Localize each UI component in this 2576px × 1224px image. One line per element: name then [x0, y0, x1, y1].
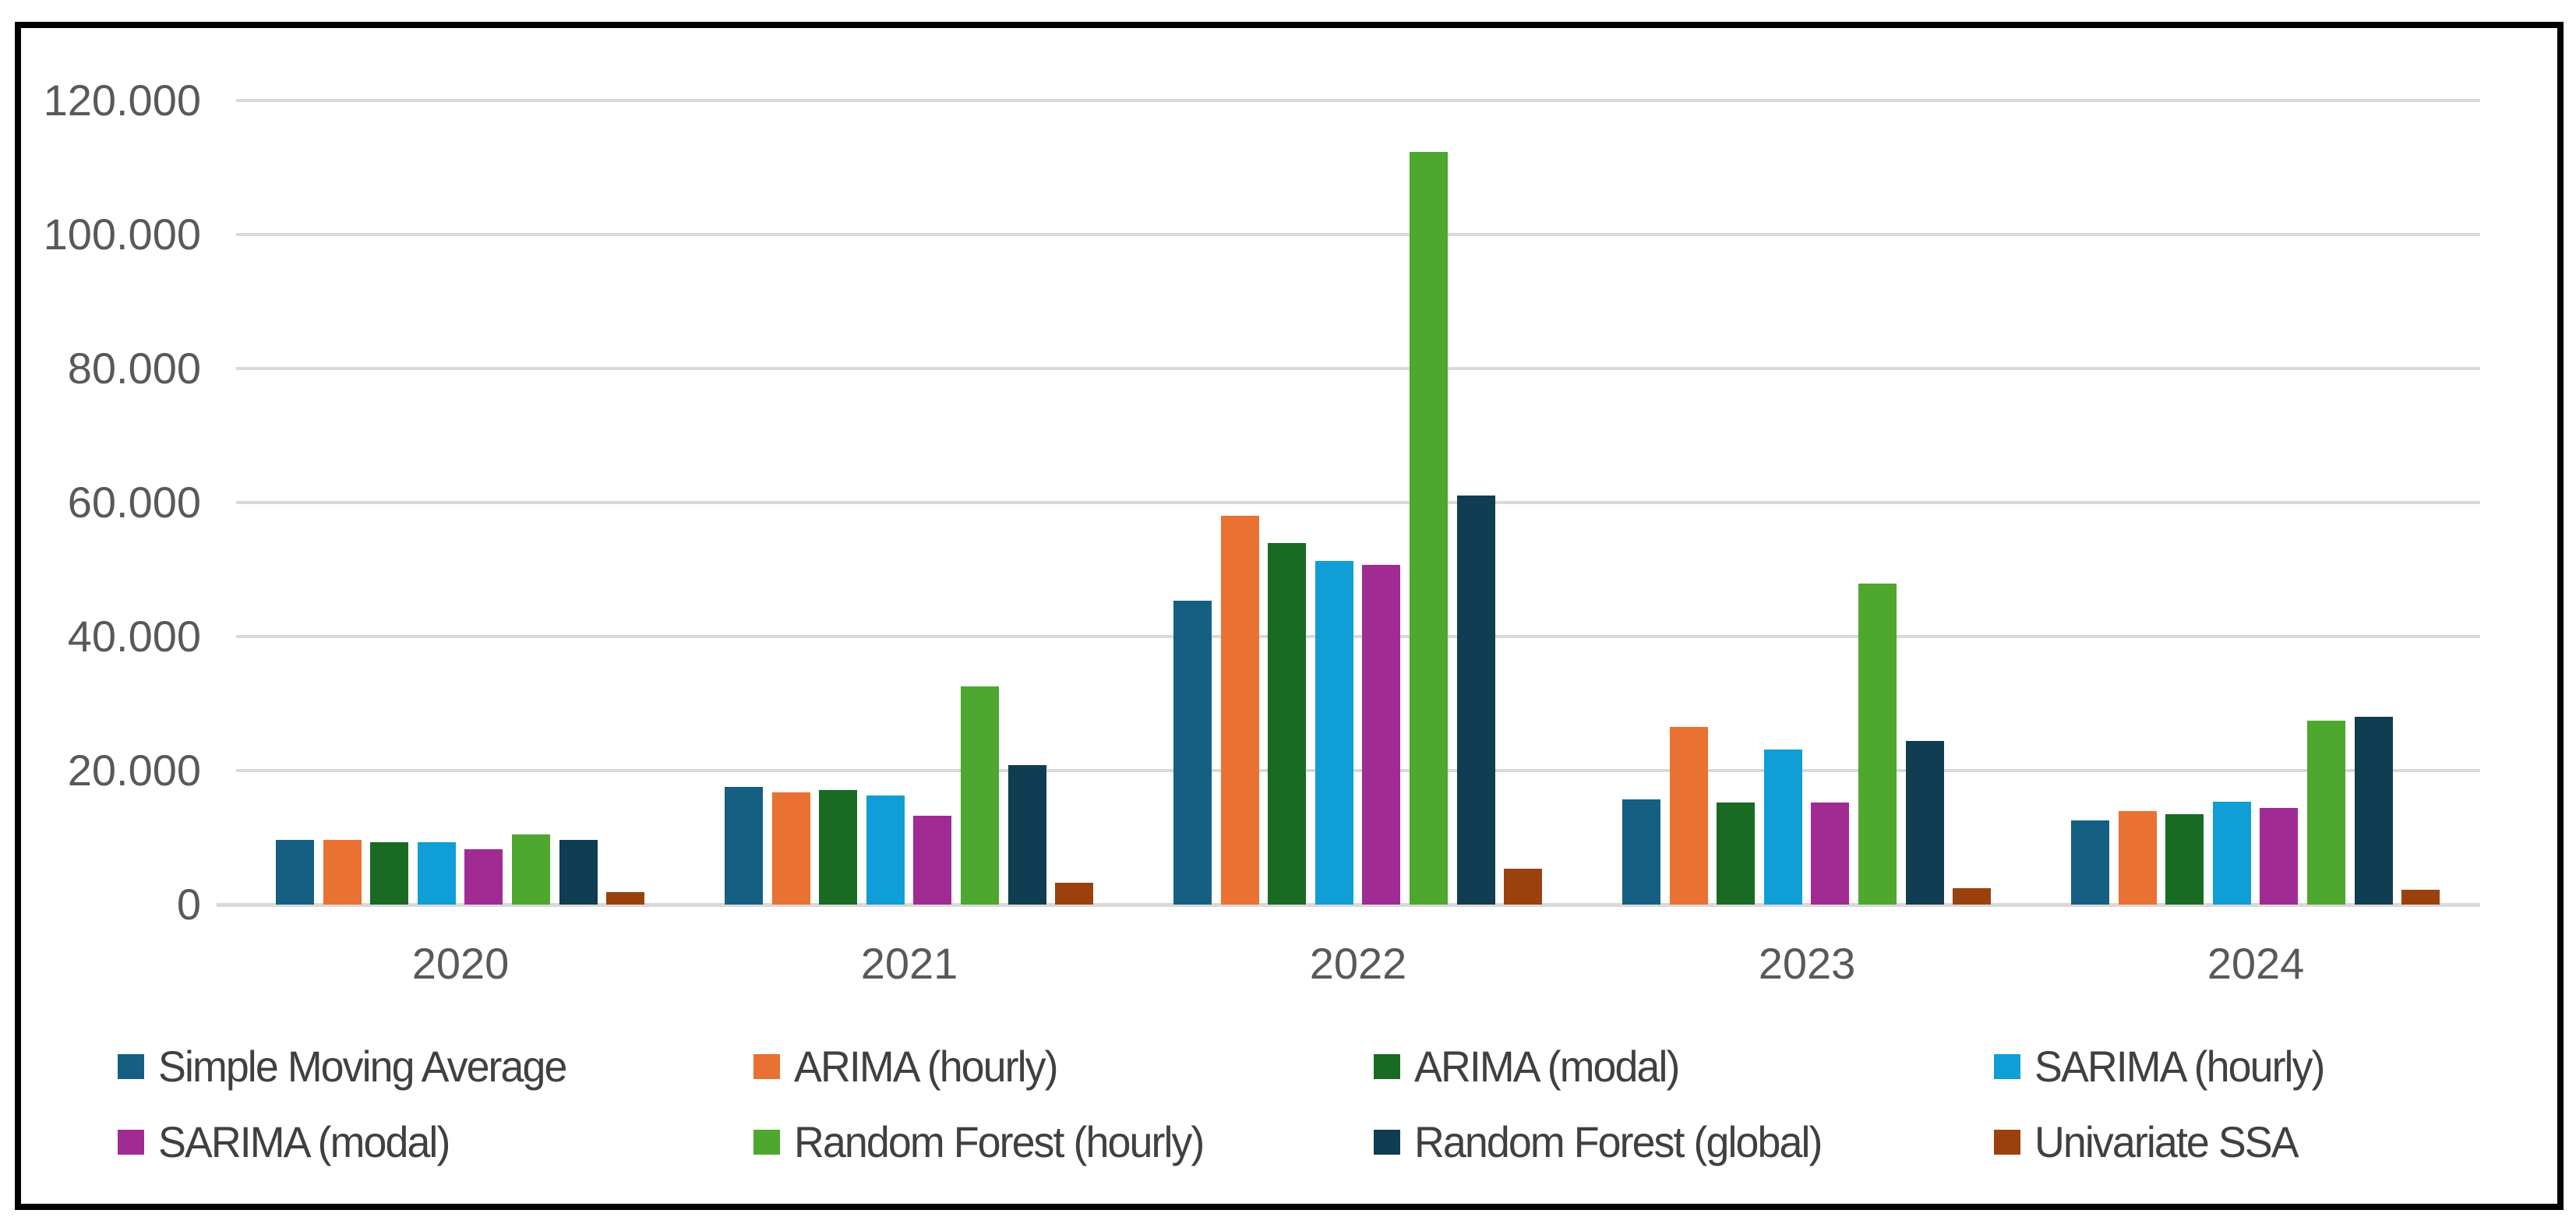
bar-sarima-modal-2024[interactable] [2260, 808, 2298, 905]
bar-random-forest-global-2022[interactable] [1457, 496, 1495, 905]
legend-swatch-sarima-hourly-icon [1994, 1054, 2020, 1079]
y-tick-label-80000: 80.000 [67, 344, 201, 393]
legend-label-arima-modal: ARIMA (modal) [1414, 1042, 1680, 1091]
bar-simple-moving-average-2022[interactable] [1173, 601, 1212, 905]
y-tick-label-20000: 20.000 [67, 746, 201, 795]
bar-arima-hourly-2020[interactable] [323, 840, 362, 905]
bar-univariate-ssa-2023[interactable] [1953, 888, 1991, 905]
bar-sarima-hourly-2022[interactable] [1315, 561, 1353, 905]
legend-swatch-arima-modal-icon [1374, 1054, 1400, 1079]
legend-label-simple-moving-average: Simple Moving Average [158, 1042, 567, 1091]
gridline-100000 [236, 233, 2480, 236]
bar-arima-hourly-2022[interactable] [1221, 516, 1259, 905]
bar-simple-moving-average-2020[interactable] [276, 840, 314, 905]
bar-univariate-ssa-2022[interactable] [1504, 869, 1542, 905]
bar-random-forest-hourly-2021[interactable] [961, 686, 999, 905]
legend-swatch-univariate-ssa-icon [1994, 1130, 2020, 1155]
bar-arima-modal-2023[interactable] [1717, 802, 1755, 905]
gridline-20000 [236, 769, 2480, 772]
bar-random-forest-hourly-2024[interactable] [2307, 721, 2345, 905]
bar-random-forest-hourly-2023[interactable] [1858, 584, 1897, 905]
legend-label-univariate-ssa: Univariate SSA [2034, 1117, 2299, 1166]
bar-sarima-modal-2022[interactable] [1362, 565, 1400, 905]
bar-arima-modal-2021[interactable] [819, 790, 857, 905]
bar-sarima-hourly-2023[interactable] [1764, 750, 1802, 905]
bar-arima-modal-2024[interactable] [2165, 814, 2204, 905]
bar-sarima-modal-2021[interactable] [913, 816, 951, 905]
bar-random-forest-global-2020[interactable] [559, 840, 598, 905]
bar-group-2020 [276, 101, 645, 905]
bar-arima-modal-2020[interactable] [370, 842, 408, 905]
bar-arima-hourly-2021[interactable] [772, 792, 810, 905]
bar-arima-hourly-2023[interactable] [1670, 727, 1708, 905]
bar-group-2023 [1622, 101, 1992, 905]
y-tick-label-60000: 60.000 [67, 478, 201, 527]
bar-sarima-hourly-2021[interactable] [866, 795, 905, 905]
bar-random-forest-global-2023[interactable] [1906, 741, 1944, 905]
y-tick-label-120000: 120.000 [43, 76, 201, 125]
bar-sarima-hourly-2020[interactable] [418, 842, 456, 905]
x-tick-label-2024: 2024 [2207, 939, 2305, 988]
gridline-60000 [236, 501, 2480, 504]
x-axis-line [217, 903, 2480, 907]
bar-arima-hourly-2024[interactable] [2119, 811, 2157, 905]
bar-random-forest-global-2024[interactable] [2355, 717, 2393, 905]
legend-label-random-forest-global: Random Forest (global) [1414, 1117, 1823, 1166]
bar-group-2024 [2071, 101, 2440, 905]
x-tick-label-2021: 2021 [860, 939, 958, 988]
bar-univariate-ssa-2020[interactable] [606, 892, 644, 905]
bar-group-2021 [725, 101, 1094, 905]
legend-swatch-random-forest-global-icon [1374, 1130, 1400, 1155]
y-tick-label-0: 0 [176, 880, 201, 929]
x-tick-label-2022: 2022 [1309, 939, 1407, 988]
bar-univariate-ssa-2024[interactable] [2401, 890, 2440, 905]
bar-sarima-modal-2023[interactable] [1811, 802, 1849, 905]
bar-simple-moving-average-2023[interactable] [1622, 799, 1660, 905]
x-tick-label-2023: 2023 [1758, 939, 1856, 988]
legend-label-sarima-modal: SARIMA (modal) [158, 1117, 450, 1166]
bar-random-forest-hourly-2020[interactable] [512, 834, 550, 905]
legend-swatch-random-forest-hourly-icon [753, 1130, 780, 1155]
y-tick-label-100000: 100.000 [43, 210, 201, 259]
legend-swatch-sarima-modal-icon [118, 1130, 144, 1155]
bar-univariate-ssa-2021[interactable] [1055, 883, 1093, 905]
bar-sarima-modal-2020[interactable] [464, 849, 503, 905]
bar-sarima-hourly-2024[interactable] [2213, 802, 2251, 905]
x-tick-label-2020: 2020 [411, 939, 510, 988]
legend-swatch-arima-hourly-icon [753, 1054, 780, 1079]
bar-group-2022 [1173, 101, 1543, 905]
gridline-120000 [236, 99, 2480, 102]
bar-simple-moving-average-2021[interactable] [725, 787, 763, 905]
gridline-40000 [236, 635, 2480, 638]
legend-label-arima-hourly: ARIMA (hourly) [794, 1042, 1058, 1091]
gridline-80000 [236, 367, 2480, 370]
bar-random-forest-hourly-2022[interactable] [1410, 152, 1448, 905]
bar-arima-modal-2022[interactable] [1268, 543, 1306, 905]
y-tick-label-40000: 40.000 [67, 612, 201, 661]
legend-label-random-forest-hourly: Random Forest (hourly) [794, 1117, 1205, 1166]
legend-label-sarima-hourly: SARIMA (hourly) [2034, 1042, 2325, 1091]
bar-simple-moving-average-2024[interactable] [2071, 820, 2109, 905]
bar-random-forest-global-2021[interactable] [1008, 765, 1046, 905]
legend-swatch-simple-moving-average-icon [118, 1054, 144, 1079]
